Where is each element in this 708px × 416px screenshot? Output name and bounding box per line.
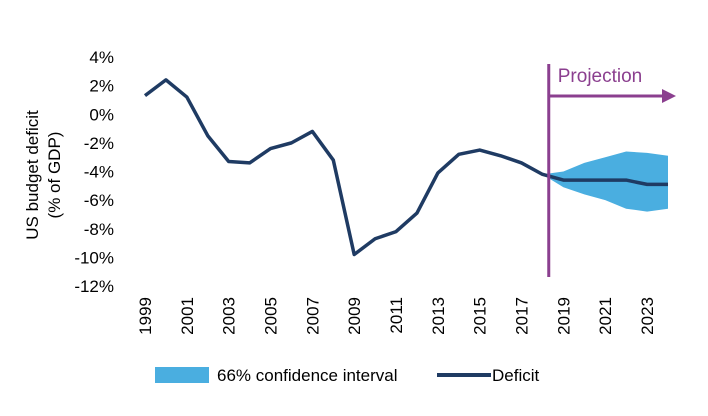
x-tick-label: 2009 [345,297,364,335]
x-tick-label: 2017 [513,297,532,335]
y-tick-label: -4% [84,163,114,182]
x-tick-label: 2021 [596,297,615,335]
y-tick-label: 0% [89,105,114,124]
x-tick-label: 1999 [136,297,155,335]
projection-label: Projection [558,66,643,87]
x-tick-label: 2013 [429,297,448,335]
x-tick-label: 2007 [303,297,322,335]
x-tick-label: 2023 [638,297,657,335]
y-axis-title: US budget deficit (% of GDP) [23,110,64,240]
y-tick-labels: 4% 2% 0% -2% -4% -6% -8% -10% -12% [74,48,114,296]
x-tick-labels: 1999 2001 2003 2005 2007 2009 2011 2013 2015 2017… [136,297,657,335]
y-tick-label: -10% [74,248,114,267]
x-tick-label: 2005 [262,297,281,335]
y-tick-label: -8% [84,220,114,239]
x-tick-label: 2003 [220,297,239,335]
x-tick-label: 2015 [471,297,490,335]
x-tick-label: 2019 [554,297,573,335]
plot-area: Projection [143,64,676,277]
legend-label-deficit: Deficit [492,366,540,385]
y-tick-label: 2% [89,77,114,96]
deficit-series-line [143,78,668,257]
projection-arrow-head [662,89,676,103]
x-tick-label: 2001 [178,297,197,335]
y-tick-label: -12% [74,277,114,296]
y-tick-label: -2% [84,134,114,153]
y-tick-label: 4% [89,48,114,67]
x-tick-label: 2011 [387,297,406,334]
y-tick-label: -6% [84,191,114,210]
legend-swatch-confidence [155,367,209,383]
y-axis-title-line-1: US budget deficit [23,110,42,240]
legend-label-confidence: 66% confidence interval [217,366,398,385]
legend: 66% confidence interval Deficit [155,366,540,385]
y-axis-title-line-2: (% of GDP) [45,132,64,219]
